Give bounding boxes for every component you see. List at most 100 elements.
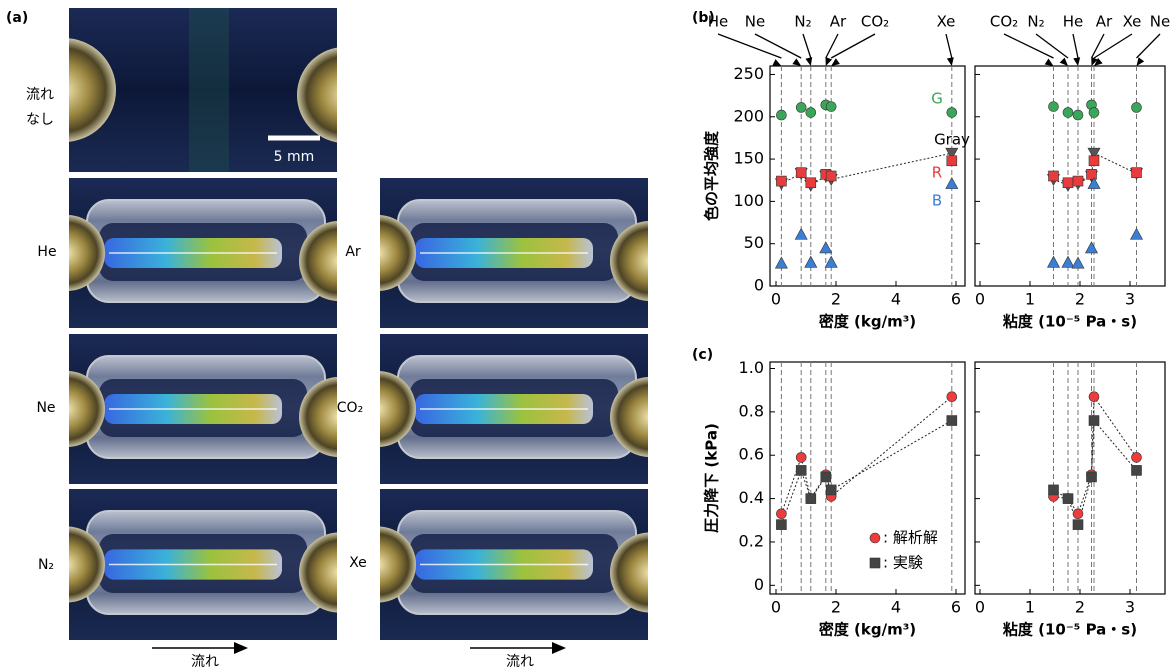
legend-label: Gray <box>934 131 970 149</box>
y-tick-label: 1.0 <box>739 358 764 377</box>
y-tick-label: 0 <box>754 575 764 594</box>
plot-frame <box>770 362 965 594</box>
y-tick-label: 250 <box>733 64 764 83</box>
marker <box>947 108 957 118</box>
gas-arrow-head <box>1137 57 1145 66</box>
marker <box>776 509 786 519</box>
marker <box>1089 392 1099 402</box>
panel-label: (c) <box>692 347 713 363</box>
y-tick-label: 0.8 <box>739 401 764 420</box>
fitting <box>610 221 690 301</box>
gas-arrow <box>1137 34 1161 58</box>
marker <box>947 416 957 426</box>
gas-label: He <box>708 13 729 31</box>
gas-arrow-head <box>792 58 801 66</box>
y-tick-label: 150 <box>733 149 764 168</box>
fitting <box>299 377 379 457</box>
photo <box>29 334 379 484</box>
marker <box>776 176 786 186</box>
legend-label: R <box>932 164 942 182</box>
figure: (a) (b) (c) 5 mm 流れ 流れ 流れなしHeNeN₂ArCO₂Xe… <box>0 0 1173 670</box>
gas-arrow <box>718 34 781 58</box>
marker <box>805 256 817 267</box>
marker <box>1049 171 1059 181</box>
photo <box>29 178 379 328</box>
series-line <box>781 421 951 525</box>
fitting <box>297 47 393 143</box>
marker <box>796 168 806 178</box>
marker <box>1073 520 1083 530</box>
marker <box>796 452 806 462</box>
x-tick-label: 2 <box>1075 290 1085 309</box>
flow-arrow-head <box>552 642 566 654</box>
photo-label: He <box>37 244 56 260</box>
marker <box>1049 102 1059 112</box>
photo-label: N₂ <box>38 557 54 573</box>
y-tick-label: 0.4 <box>739 488 764 507</box>
marker <box>1048 256 1060 267</box>
gas-arrow <box>1092 34 1105 58</box>
marker <box>795 228 807 239</box>
gas-label: N₂ <box>794 13 811 31</box>
marker <box>1087 169 1097 179</box>
marker <box>1073 176 1083 186</box>
y-tick-label: 0.6 <box>739 445 764 464</box>
gas-arrow-head <box>947 57 954 66</box>
gas-arrow <box>946 34 952 58</box>
marker <box>1132 168 1142 178</box>
y-tick-label: 50 <box>744 233 764 252</box>
photo <box>340 334 690 484</box>
gas-label: Ar <box>830 13 847 31</box>
gas-arrow-head <box>1060 58 1068 66</box>
gas-arrow-head <box>831 58 840 66</box>
marker <box>806 178 816 188</box>
legend-label: : 実験 <box>883 554 923 572</box>
photo <box>12 8 393 172</box>
x-tick-label: 1 <box>1025 290 1035 309</box>
fitting <box>610 533 690 613</box>
gas-arrow <box>831 34 875 58</box>
x-tick-label: 0 <box>975 290 985 309</box>
x-tick-label: 3 <box>1125 598 1135 617</box>
x-tick-label: 6 <box>951 598 961 617</box>
gas-arrow <box>1004 34 1054 58</box>
x-tick-label: 4 <box>891 290 901 309</box>
gas-arrow <box>1094 34 1132 58</box>
marker <box>1086 242 1098 253</box>
photo <box>340 489 690 640</box>
gas-arrow-head <box>1045 59 1054 66</box>
marker <box>870 533 880 543</box>
photo-label: なし <box>26 112 54 128</box>
photo-shade <box>189 8 229 172</box>
x-tick-label: 2 <box>1075 598 1085 617</box>
x-tick-label: 1 <box>1025 598 1035 617</box>
x-axis-label: 粘度 (10⁻⁵ Pa・s) <box>1003 621 1137 639</box>
gas-arrow <box>826 34 838 58</box>
marker <box>825 256 837 267</box>
gas-arrow <box>1073 34 1078 58</box>
gas-label: Ne <box>1150 13 1170 31</box>
marker <box>946 178 958 189</box>
marker <box>1073 110 1083 120</box>
marker <box>1073 509 1083 519</box>
gas-arrow <box>803 34 811 58</box>
x-axis-label: 密度 (kg/m³) <box>819 621 916 639</box>
x-tick-label: 6 <box>951 290 961 309</box>
marker <box>821 472 831 482</box>
legend-label: G <box>931 90 943 108</box>
gas-label: Xe <box>1123 13 1142 31</box>
gas-label: CO₂ <box>861 13 889 31</box>
marker <box>806 108 816 118</box>
gas-label: He <box>1063 13 1084 31</box>
photo-group <box>12 8 690 640</box>
gas-arrow-head <box>772 59 781 66</box>
x-tick-label: 0 <box>771 598 781 617</box>
marker <box>1062 256 1074 267</box>
marker <box>1072 257 1084 268</box>
gas-arrow <box>755 34 801 58</box>
marker <box>1132 102 1142 112</box>
marker <box>796 102 806 112</box>
marker <box>1131 228 1143 239</box>
marker <box>1087 472 1097 482</box>
marker <box>947 156 957 166</box>
